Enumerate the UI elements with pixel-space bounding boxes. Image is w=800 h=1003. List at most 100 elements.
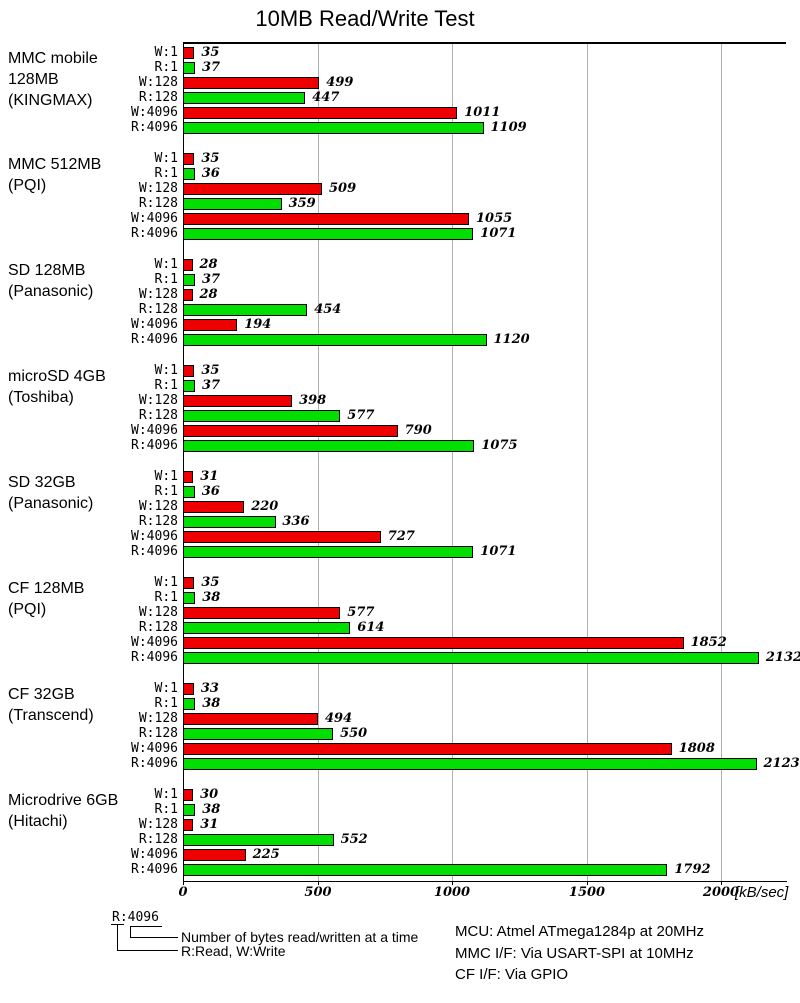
bar-value-label: 38 (202, 802, 221, 817)
bar-value-label: 37 (202, 272, 221, 287)
write-bar (183, 425, 398, 437)
bar-tick-label: R:4096 (131, 332, 178, 347)
x-axis-tick-500 (318, 881, 319, 885)
group-label-line: (Hitachi) (8, 813, 68, 830)
bar-tick-label: R:128 (138, 514, 178, 529)
bar-value-label: 31 (200, 469, 219, 484)
write-bar (183, 531, 381, 543)
bar-tick-label: R:4096 (131, 756, 178, 771)
read-bar (183, 168, 195, 180)
bar-tick-label: W:128 (138, 605, 178, 620)
gridline-500 (318, 44, 319, 881)
bar-value-label: 33 (200, 681, 219, 696)
group-label-line: microSD 4GB (8, 368, 106, 385)
bar-value-label: 1071 (480, 226, 517, 241)
bar-tick-label: R:4096 (131, 120, 178, 135)
legend-bracket-horizontal-4096 (130, 937, 178, 938)
bar-value-label: 35 (201, 363, 220, 378)
bar-tick-label: R:4096 (131, 226, 178, 241)
bar-tick-label: W:4096 (131, 635, 178, 650)
read-bar (183, 516, 276, 528)
bar-value-label: 1808 (678, 741, 715, 756)
bar-value-label: 194 (244, 317, 272, 332)
group-label-line: MMC 512MB (8, 156, 102, 173)
bar-tick-label: W:128 (138, 75, 178, 90)
bar-tick-label: W:1 (154, 681, 178, 696)
group-label: MMC 512MB (PQI) (8, 154, 101, 196)
write-bar (183, 395, 293, 407)
bar-value-label: 37 (202, 378, 221, 393)
bar-value-label: 37 (202, 60, 221, 75)
bar-tick-label: R:4096 (131, 438, 178, 453)
group-label-line: CF 32GB (8, 686, 75, 703)
bar-value-label: 28 (199, 287, 218, 302)
group-label-line: Microdrive 6GB (8, 792, 119, 809)
write-bar (183, 289, 193, 301)
bar-tick-label: W:128 (138, 711, 178, 726)
bar-tick-label: R:1 (154, 590, 178, 605)
write-bar (183, 607, 341, 619)
write-bar (183, 789, 194, 801)
group-label-line: (Panasonic) (8, 283, 94, 300)
hardware-notes: MCU: Atmel ATmega1284p at 20MHz MMC I/F:… (455, 921, 704, 986)
group-label-line: (Toshiba) (8, 389, 74, 406)
read-bar (183, 62, 195, 74)
write-bar (183, 77, 320, 89)
legend-example-label: R:4096 (112, 910, 159, 925)
bar-value-label: 336 (282, 514, 310, 529)
x-axis-tick-1000 (452, 881, 453, 885)
group-label-line: (PQI) (8, 177, 47, 194)
bar-value-label: 1055 (476, 211, 513, 226)
bar-value-label: 225 (252, 847, 280, 862)
read-bar (183, 546, 474, 558)
legend-bracket-vertical-4096 (130, 926, 131, 938)
bar-value-label: 499 (326, 75, 354, 90)
bar-tick-label: R:1 (154, 272, 178, 287)
group-label: microSD 4GB (Toshiba) (8, 366, 106, 408)
bar-tick-label: R:4096 (131, 862, 178, 877)
chart-title: 10MB Read/Write Test (255, 6, 475, 31)
read-bar (183, 652, 759, 664)
write-bar (183, 107, 458, 119)
bar-value-label: 36 (201, 484, 220, 499)
bar-tick-label: W:1 (154, 257, 178, 272)
bar-value-label: 398 (299, 393, 327, 408)
read-bar (183, 228, 474, 240)
bar-tick-label: R:128 (138, 726, 178, 741)
bar-tick-label: W:128 (138, 287, 178, 302)
x-axis-line (183, 881, 787, 882)
read-bar (183, 758, 757, 770)
bar-value-label: 550 (340, 726, 368, 741)
read-bar (183, 804, 196, 816)
group-label-line: 128MB (8, 71, 59, 88)
legend-bracket-horizontal-r (117, 950, 178, 951)
write-bar (183, 259, 193, 271)
bar-tick-label: W:4096 (131, 423, 178, 438)
bar-value-label: 447 (312, 90, 340, 105)
write-bar (183, 713, 318, 725)
bar-tick-label: R:1 (154, 802, 178, 817)
bar-value-label: 30 (200, 787, 219, 802)
write-bar (183, 213, 469, 225)
group-label-line: (KINGMAX) (8, 92, 93, 109)
group-label-line: SD 128MB (8, 262, 86, 279)
read-bar (183, 410, 341, 422)
bar-tick-label: W:4096 (131, 741, 178, 756)
footnote-mcu: MCU: Atmel ATmega1284p at 20MHz (455, 923, 704, 940)
bar-tick-label: R:128 (138, 90, 178, 105)
bar-tick-label: R:1 (154, 484, 178, 499)
bar-value-label: 28 (199, 257, 218, 272)
legend-note-bytes: Number of bytes read/written at a time (181, 929, 419, 945)
bar-tick-label: W:1 (154, 787, 178, 802)
bar-tick-label: R:4096 (131, 650, 178, 665)
y-axis-line (183, 44, 184, 881)
bar-value-label: 577 (347, 408, 375, 423)
x-tick-label-1500: 1500 (568, 885, 606, 900)
read-bar (183, 122, 484, 134)
bar-value-label: 38 (202, 696, 221, 711)
bar-value-label: 790 (404, 423, 432, 438)
gridline-2000 (721, 44, 722, 881)
group-label-line: (PQI) (8, 601, 47, 618)
write-bar (183, 319, 238, 331)
